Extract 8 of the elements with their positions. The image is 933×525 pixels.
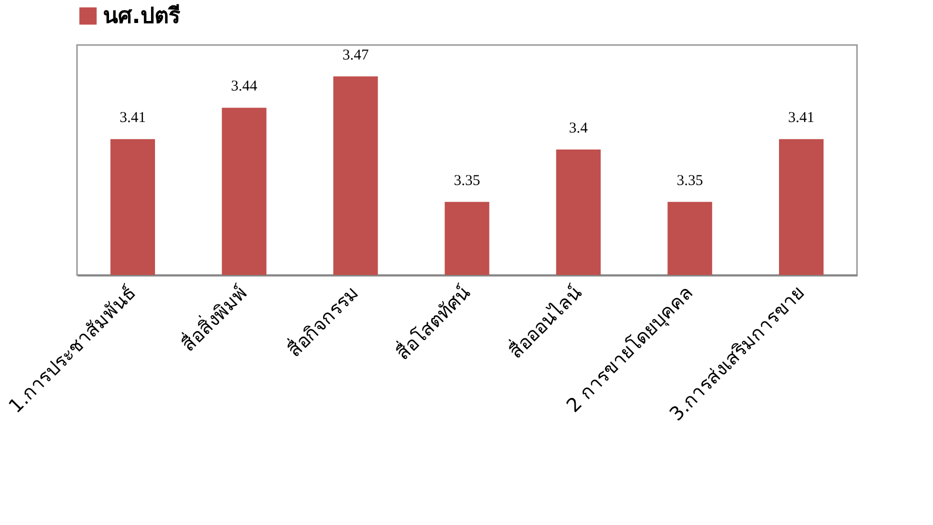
legend-label: นศ.ปตรี [103, 4, 180, 29]
data-label: 3.47 [342, 47, 370, 64]
data-label: 3.35 [676, 172, 703, 189]
data-label: 3.35 [454, 172, 480, 189]
data-label: 3.4 [569, 120, 588, 137]
data-label: 3.44 [231, 78, 258, 95]
data-label: 3.41 [120, 110, 146, 126]
data-label: 3.41 [788, 110, 814, 126]
